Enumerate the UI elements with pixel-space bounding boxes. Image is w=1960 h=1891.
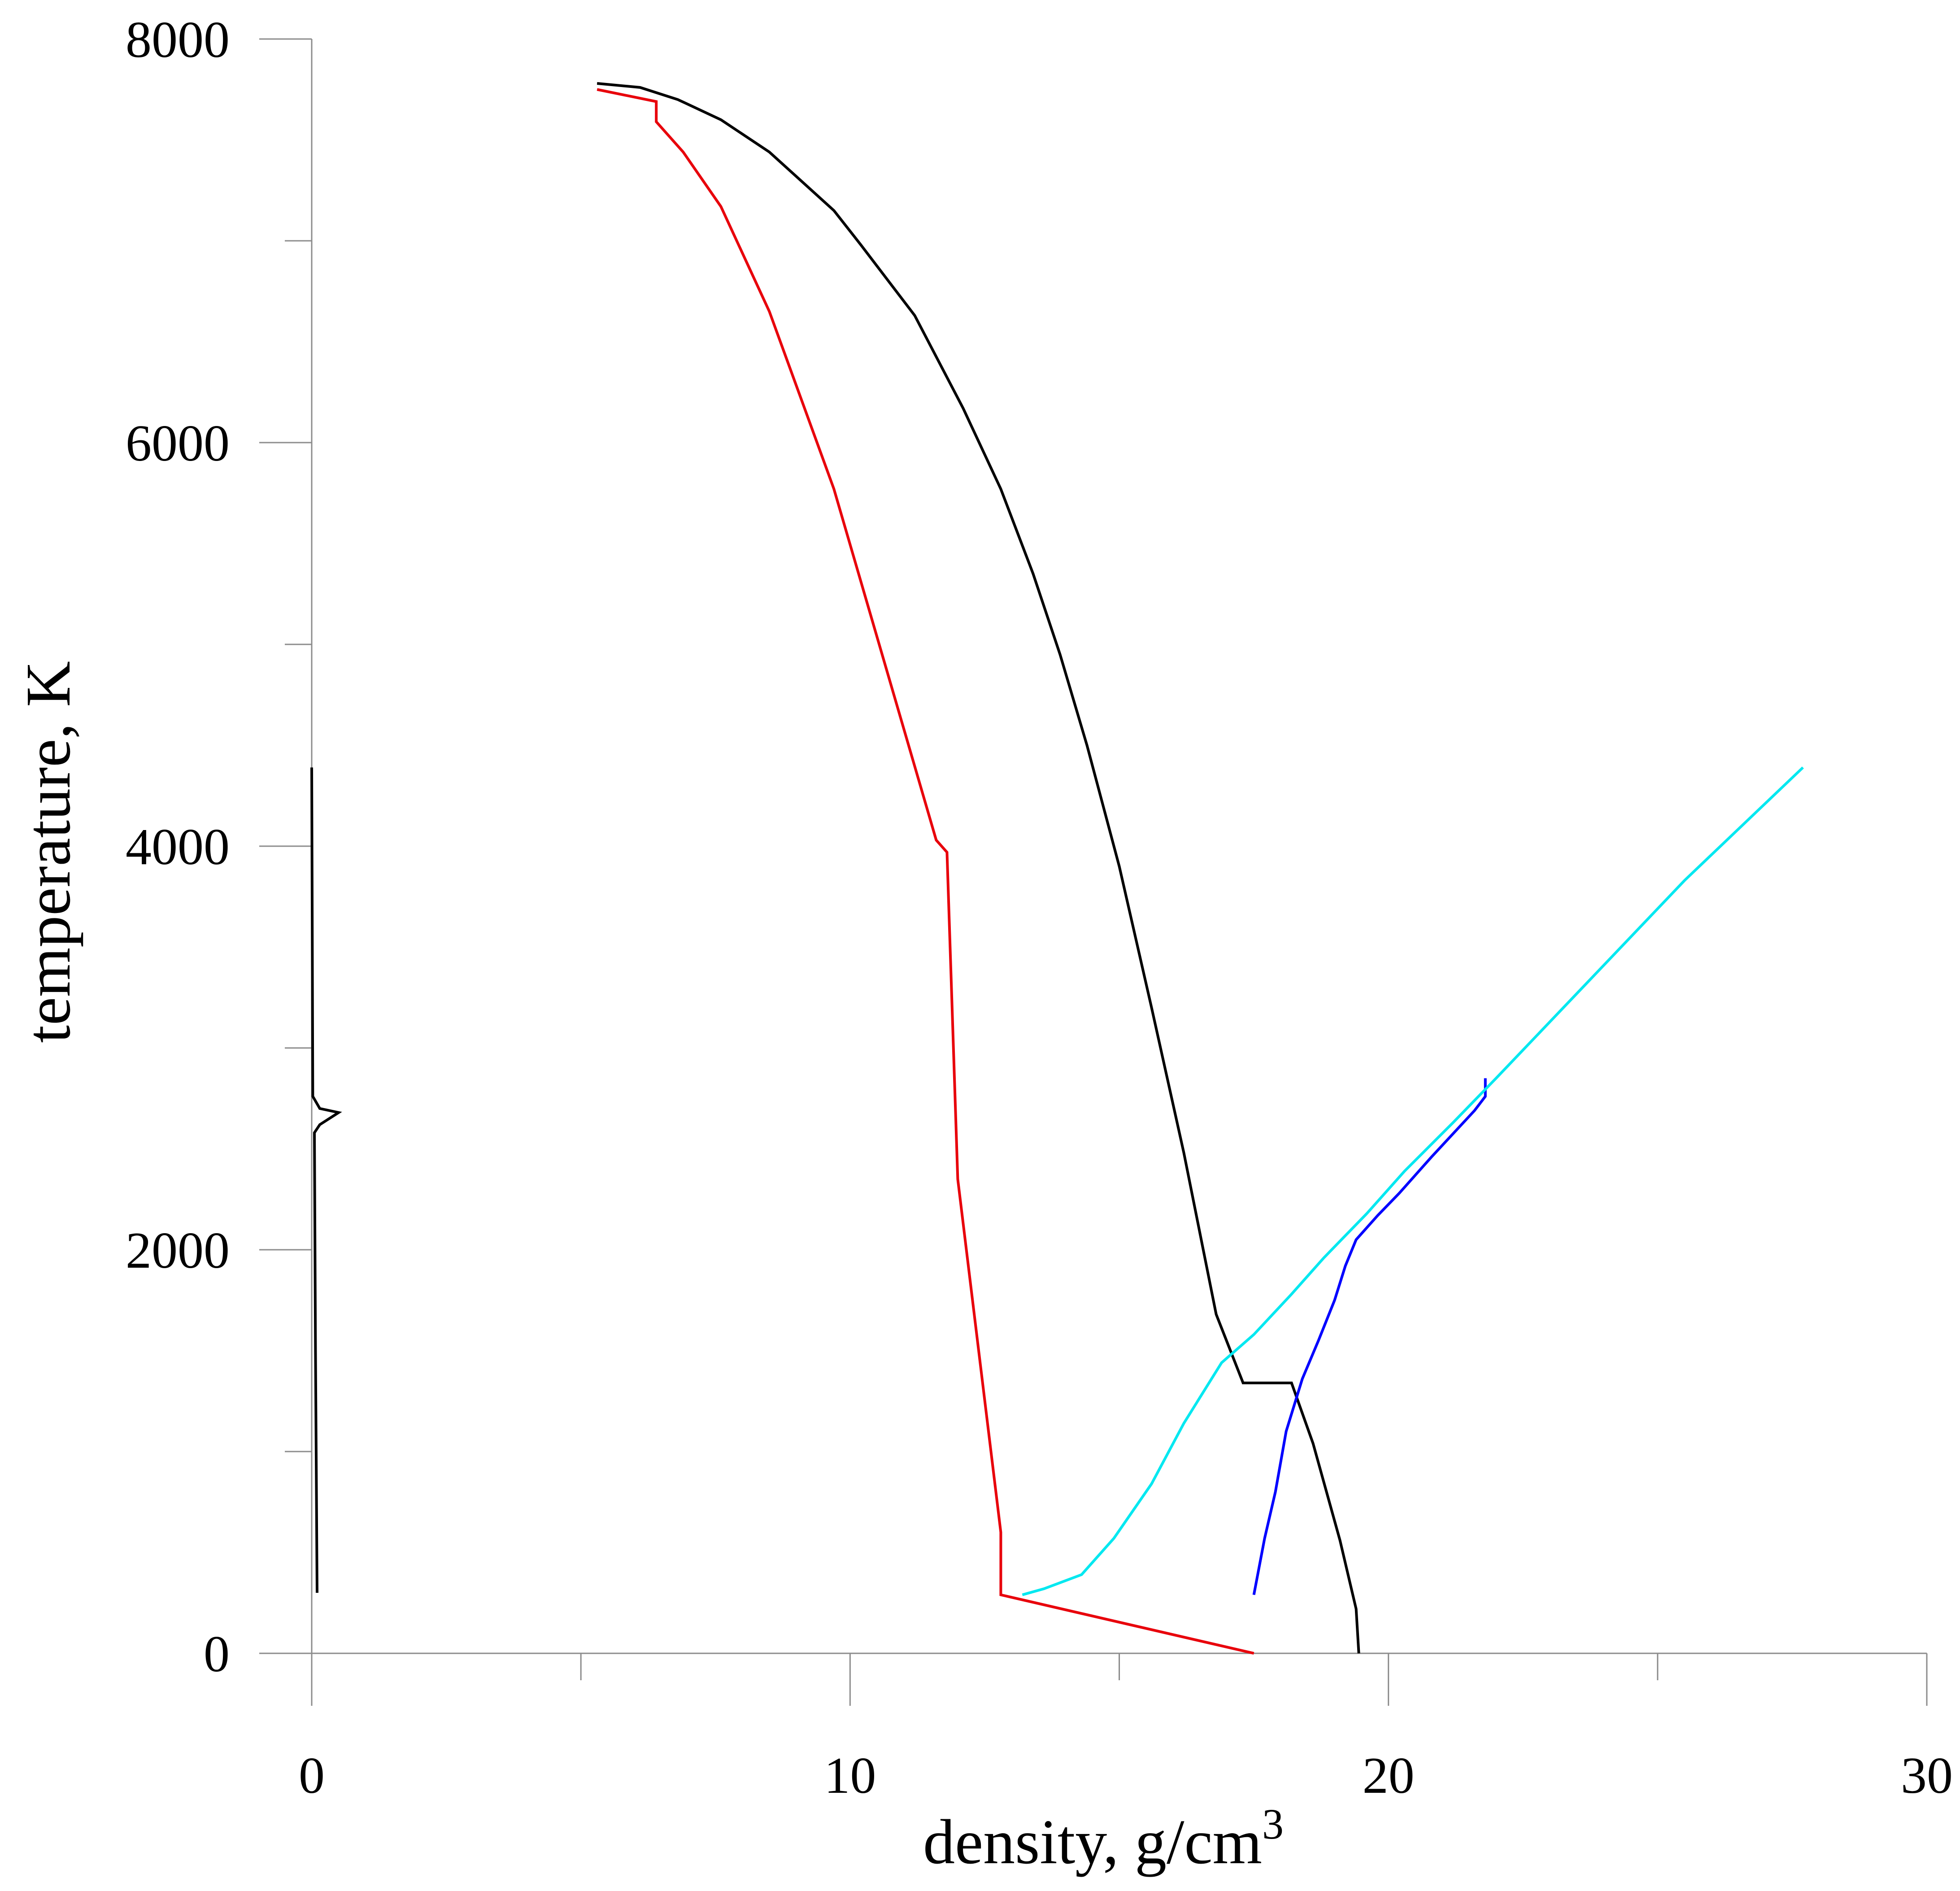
- y-axis-title: temperature, K: [13, 661, 83, 1043]
- x-tick-label: 0: [299, 1747, 325, 1804]
- x-tick-label: 30: [1901, 1747, 1953, 1804]
- plot-area: [310, 82, 1804, 1655]
- series-line-1: [597, 82, 1360, 1654]
- series-line-2: [597, 88, 1254, 1655]
- x-axis-title: density, g/cm3: [923, 1800, 1284, 1877]
- tick-labels: 0 2000 4000 6000 8000 0 10 20 30: [126, 11, 1953, 1804]
- series-line-4: [1022, 766, 1804, 1596]
- ticks: [259, 38, 1928, 1706]
- series-line-5: [310, 767, 342, 1593]
- y-tick-label: 6000: [126, 415, 230, 472]
- x-axis-title-superscript: 3: [1262, 1800, 1284, 1848]
- x-tick-label: 20: [1363, 1747, 1415, 1804]
- x-tick-label: 10: [824, 1747, 876, 1804]
- series-line-3: [1252, 1078, 1487, 1595]
- x-axis-title-text: density, g/cm: [923, 1806, 1262, 1877]
- y-tick-label: 2000: [126, 1222, 230, 1279]
- y-tick-label: 8000: [126, 11, 230, 69]
- axes: [259, 39, 1927, 1698]
- y-tick-label: 0: [204, 1626, 230, 1683]
- y-tick-label: 4000: [126, 818, 230, 876]
